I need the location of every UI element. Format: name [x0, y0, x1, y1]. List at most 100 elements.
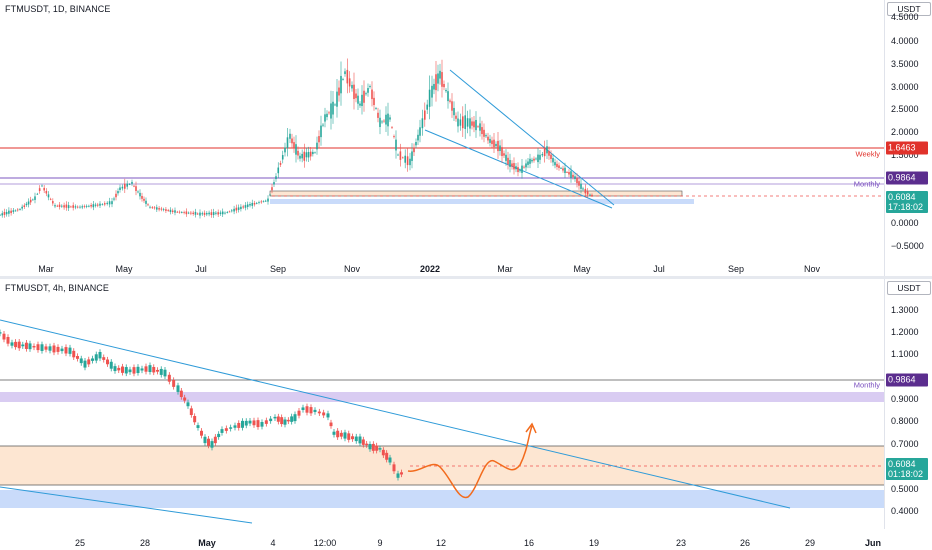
- h4-candle-body: [136, 366, 140, 374]
- daily-chart-pane[interactable]: FTMUSDT, 1D, BINANCE USDT 4.5000 4.0000 3.…: [0, 0, 932, 276]
- h4-chart-canvas[interactable]: [0, 279, 884, 535]
- daily-candle-body: [385, 114, 387, 125]
- h4-price-axis[interactable]: USDT 1.3000 1.2000 1.1000 0.9000 0.8000 0.700…: [884, 279, 932, 529]
- daily-candle-body: [344, 71, 346, 75]
- daily-candle-body: [284, 147, 286, 153]
- daily-candle-body: [316, 142, 318, 150]
- daily-candle-body: [495, 143, 497, 147]
- h4-candle-body: [347, 433, 351, 440]
- daily-price-tick: 1.5000: [891, 150, 919, 160]
- daily-candle-body: [517, 167, 519, 173]
- h4-countdown: 01:18:02: [888, 469, 924, 479]
- h4-candle-body: [156, 369, 159, 372]
- daily-unit-label[interactable]: USDT: [887, 2, 931, 16]
- daily-chart-canvas[interactable]: [0, 0, 884, 262]
- h4-candle-body: [144, 366, 148, 372]
- h4-candle-body: [196, 425, 200, 428]
- h4-candle-body: [280, 417, 284, 425]
- daily-candle-body: [133, 185, 135, 187]
- daily-blue-zone: [270, 199, 694, 204]
- daily-candle-body: [340, 75, 342, 94]
- daily-candle-body: [301, 153, 303, 159]
- h4-upper-trendline: [0, 319, 791, 509]
- daily-candle-body: [348, 78, 351, 87]
- h4-candle-body: [121, 366, 124, 373]
- daily-candle-body: [421, 118, 424, 129]
- daily-candle-body: [246, 204, 249, 207]
- h4-time-label: 4: [270, 538, 276, 548]
- h4-candle-body: [388, 457, 392, 463]
- h4-candle-body: [172, 380, 176, 387]
- daily-time-label: Mar: [38, 264, 54, 274]
- daily-candle-body: [185, 211, 188, 215]
- daily-candle-body: [119, 187, 121, 190]
- daily-time-axis[interactable]: Mar May Jul Sep Nov 2022 Mar May Jul Sep Nov: [0, 262, 884, 276]
- h4-candle-body: [200, 430, 203, 436]
- h4-candle-body: [269, 418, 273, 422]
- daily-candle-body: [451, 101, 453, 111]
- daily-candle-body: [12, 210, 15, 212]
- h4-candle-body: [332, 431, 336, 435]
- daily-candle-body: [289, 133, 291, 139]
- daily-candle-body: [453, 107, 455, 116]
- daily-candle-body: [25, 203, 28, 206]
- daily-candle-body: [531, 159, 533, 162]
- daily-price-axis[interactable]: USDT 4.5000 4.0000 3.5000 3.0000 2.5000 2.000…: [884, 0, 932, 276]
- daily-candle-body: [255, 202, 258, 204]
- h4-candle-body: [32, 346, 36, 348]
- h4-candle-body: [322, 412, 326, 416]
- daily-candle-body: [489, 138, 491, 143]
- daily-candle-body: [181, 212, 183, 213]
- h4-candle-body: [106, 359, 109, 365]
- h4-price-tick: 0.9000: [891, 394, 919, 404]
- daily-candle-body: [23, 205, 26, 207]
- h4-candle-body: [286, 419, 290, 422]
- h4-unit-label[interactable]: USDT: [887, 281, 931, 295]
- daily-candle-body: [562, 168, 564, 171]
- daily-candle-body: [131, 181, 133, 184]
- daily-candle-body: [215, 212, 217, 214]
- daily-candle-body: [413, 147, 415, 153]
- daily-candle-body: [359, 103, 361, 106]
- daily-candle-body: [275, 176, 277, 180]
- h4-candle-body: [87, 359, 91, 365]
- daily-candle-body: [383, 120, 385, 122]
- daily-candle-body: [305, 152, 308, 158]
- daily-candle-body: [242, 206, 244, 208]
- h4-time-label: 23: [675, 538, 687, 548]
- monthly-level-tag: 0.9864: [886, 171, 928, 185]
- daily-candle-body: [475, 119, 477, 131]
- daily-candle-body: [171, 210, 174, 212]
- daily-candle-body: [291, 138, 293, 144]
- daily-candle-body: [199, 212, 201, 216]
- h4-price-tick: 0.4000: [891, 506, 919, 516]
- h4-candle-body: [189, 408, 193, 416]
- daily-candle-body: [67, 205, 70, 209]
- daily-candle-body: [535, 158, 537, 160]
- daily-candle-body: [277, 167, 280, 174]
- h4-last-price: 0.6084: [888, 459, 916, 469]
- daily-candle-body: [326, 113, 328, 118]
- h4-candle-body: [64, 347, 68, 354]
- h4-candle-body: [48, 346, 52, 351]
- daily-candle-body: [485, 135, 487, 137]
- daily-candle-body: [231, 210, 233, 212]
- h4-chart-pane[interactable]: FTMUSDT, 4h, BINANCE USDT 1.3000 1.2000 1.…: [0, 279, 932, 548]
- daily-candle-body: [49, 198, 52, 200]
- daily-candle-body: [94, 204, 97, 206]
- h4-candle-body: [36, 344, 40, 351]
- daily-time-label: Sep: [269, 264, 287, 274]
- daily-candle-body: [3, 211, 6, 215]
- h4-time-axis[interactable]: 25 28 May 4 12:00 9 12 16 19 23 26 29 Jun: [0, 536, 884, 550]
- daily-candle-body: [533, 158, 535, 161]
- daily-price-tick: −0.5000: [891, 241, 924, 251]
- pane-divider[interactable]: [0, 276, 932, 279]
- daily-candle-body: [286, 137, 289, 149]
- daily-candle-body: [65, 204, 68, 208]
- daily-candle-body: [509, 160, 511, 167]
- daily-price-tick: 3.0000: [891, 82, 919, 92]
- daily-candle-body: [519, 170, 521, 172]
- daily-candle-body: [381, 121, 383, 123]
- daily-candle-body: [235, 207, 238, 211]
- daily-candle-body: [439, 70, 441, 79]
